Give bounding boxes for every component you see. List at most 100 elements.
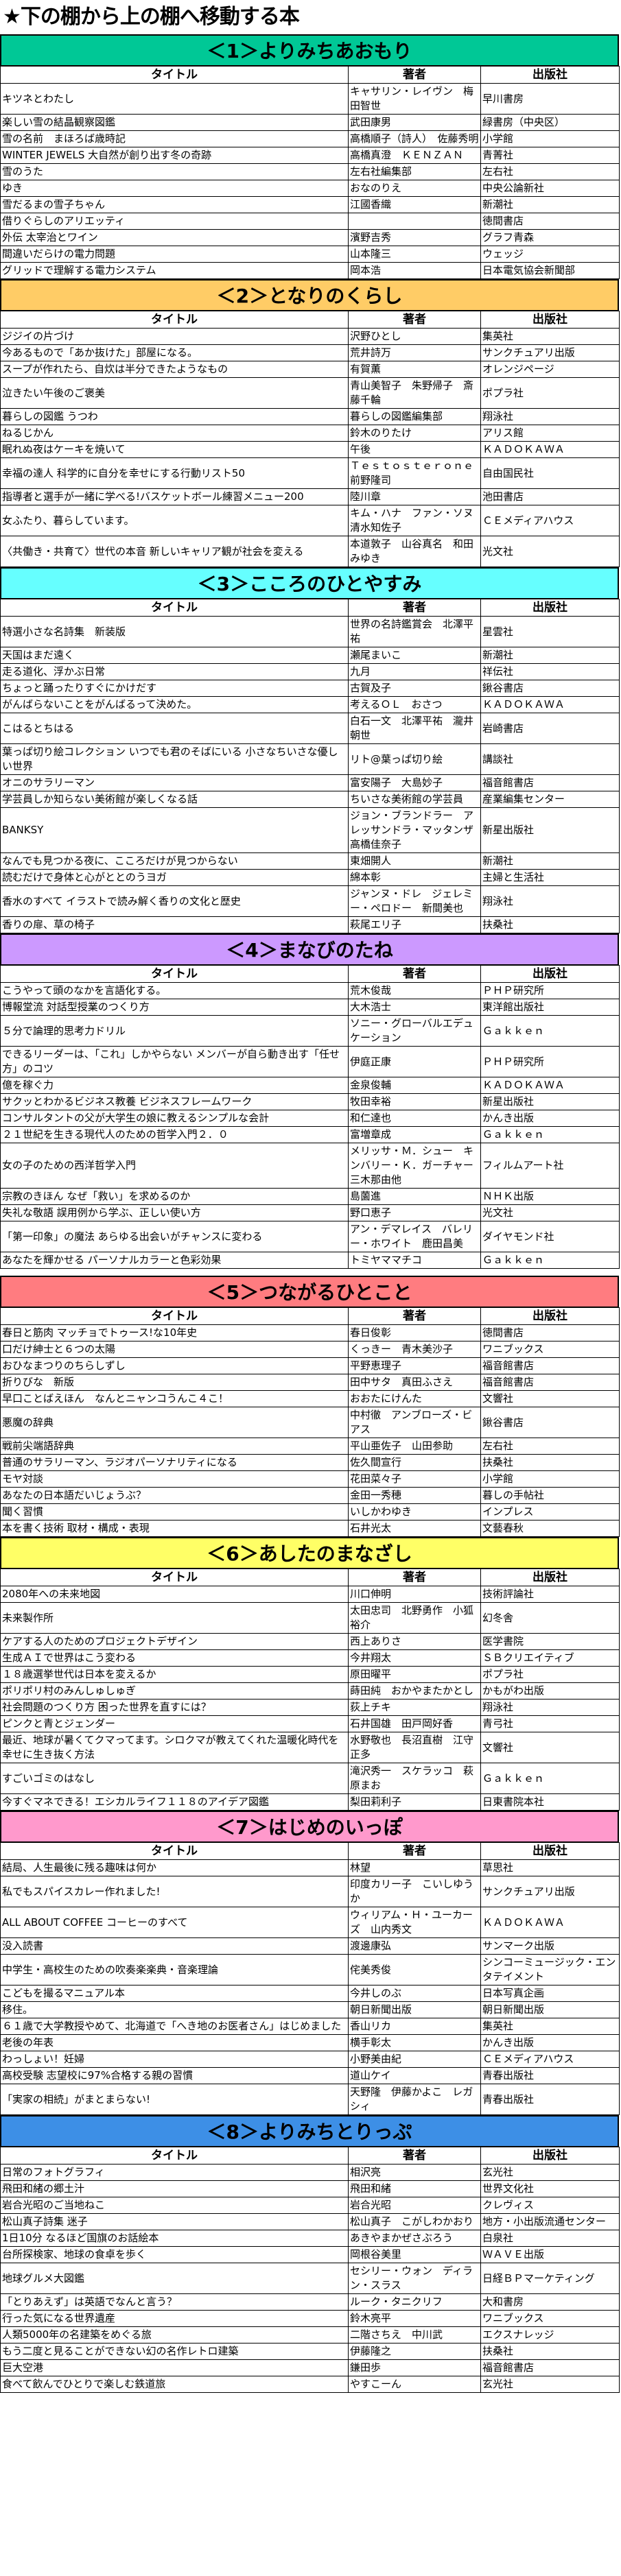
book-table: タイトル 著者 出版社 特選小さな名詩集 新装版 世界の名詩鑑賞会 北澤平祐 星雲社 天国は…: [0, 599, 620, 933]
book-publisher: サンクチュアリ出版: [480, 344, 620, 361]
book-author: 今井しのぶ: [348, 1985, 481, 2002]
shelf-section: ＜8＞よりみちとりっぷ タイトル 著者 出版社 日常のフォトグラフィ 相沢亮 玄光社 飛田和緒…: [0, 2115, 620, 2393]
book-publisher: 暮しの手帖社: [480, 1487, 620, 1504]
column-header-publisher: 出版社: [480, 1569, 620, 1586]
book-title: 香水のすべて イラストで読み解く香りの文化と歴史: [0, 885, 349, 917]
column-header-publisher: 出版社: [480, 311, 620, 329]
table-row: 暮らしの図鑑 うつわ 暮らしの図鑑編集部 翔泳社: [0, 408, 620, 425]
book-author: リト@葉っぱ切り絵: [348, 743, 481, 775]
table-row: 戦前尖端語辞典 平山亜佐子 山田参助 左右社: [0, 1438, 620, 1455]
book-author: 梨田莉利子: [348, 1793, 481, 1811]
book-title: できるリーダーは、「これ」しかやらない メンバーが自ら動き出す「任せ方」のコツ: [0, 1046, 349, 1077]
book-publisher: 徳間書店: [480, 1324, 620, 1341]
table-row: 外伝 太宰治とワイン 濱野吉秀 グラフ青森: [0, 229, 620, 246]
table-row: 移住。 朝日新聞出版 朝日新聞出版: [0, 2001, 620, 2018]
book-publisher: フィルムアート社: [480, 1143, 620, 1189]
table-row: おひなまつりのちらしずし 平野恵理子 福音館書店: [0, 1357, 620, 1374]
table-row: すごいゴミのはなし 滝沢秀一 スケラッコ 萩原まお Ｇａｋｋｅｎ: [0, 1763, 620, 1794]
book-title: 結局、人生最後に残る趣味は何か: [0, 1859, 349, 1876]
book-author: メリッサ・Ｍ．シュー キンバリー・Ｋ．ガーチャー 三木那由他: [348, 1143, 484, 1189]
book-author: 石井国雄 田戸岡好香: [348, 1715, 481, 1732]
book-author: 二階さちえ 中川武: [348, 2326, 481, 2344]
table-row: オニのサラリーマン 富安陽子 大島妙子 福音館書店: [0, 774, 620, 791]
table-row: あなたを輝かせる パーソナルカラーと色彩効果 トミヤママチコ Ｇａｋｋｅｎ: [0, 1252, 620, 1269]
book-publisher: 大和書房: [480, 2293, 620, 2311]
book-publisher: 世界文化社: [480, 2180, 620, 2197]
book-table: タイトル 著者 出版社 ジジイの片づけ 沢野ひとし 集英社 今あるもので「あか抜けた」部屋に…: [0, 311, 620, 567]
section-heading: ＜2＞となりのくらし: [0, 279, 619, 311]
book-title: 失礼な敬語 誤用例から学ぶ、正しい使い方: [0, 1204, 349, 1221]
book-title: ちょっと踊ったりすぐにかけだす: [0, 680, 349, 697]
book-title: あなたを輝かせる パーソナルカラーと色彩効果: [0, 1252, 349, 1269]
book-title: 雪のうた: [0, 163, 349, 180]
book-author: 世界の名詩鑑賞会 北澤平祐: [348, 616, 481, 647]
book-author: 沢野ひとし: [348, 328, 481, 345]
book-author: 鈴木のりたけ: [348, 425, 481, 442]
book-author: 島薗進: [348, 1188, 481, 1205]
book-publisher: 文響社: [480, 1732, 620, 1763]
table-row: 松山真子詩集 迷子 松山真子 こがしわかおり 地方・小出版流通センター: [0, 2213, 620, 2230]
book-author: 高橋真澄 ＫＥＮＺＡＮ: [348, 147, 481, 164]
book-title: 高校受験 志望校に97%合格する親の習慣: [0, 2067, 349, 2084]
table-row: 眠れぬ夜はケーキを焼いて 午後 ＫＡＤＯＫＡＷＡ: [0, 441, 620, 458]
book-title: 〈共働き・共育て〉世代の本音 新しいキャリア観が社会を変える: [0, 536, 349, 567]
book-publisher: 幻冬舎: [480, 1602, 620, 1634]
table-row: 天国はまだ遠く 瀬尾まいこ 新潮社: [0, 647, 620, 664]
table-row: 間違いだらけの電力問題 山本隆三 ウェッジ: [0, 246, 620, 263]
book-publisher: 玄光社: [480, 2376, 620, 2393]
book-publisher: 早川書房: [480, 83, 620, 115]
book-title: 人類5000年の名建築をめぐる旅: [0, 2326, 349, 2344]
book-title: 楽しい雪の結晶観察図鑑: [0, 114, 349, 131]
column-header-publisher: 出版社: [480, 599, 620, 617]
book-publisher: オレンジページ: [480, 361, 620, 378]
table-row: ５分で論理的思考力ドリル ソニー・グローバルエデュケーション Ｇａｋｋｅｎ: [0, 1015, 620, 1047]
book-title: ６１歳で大学教授やめて、北海道で「へき地のお医者さん」はじめました: [0, 2018, 349, 2035]
book-publisher: 岩崎書店: [480, 713, 620, 744]
book-title: 「とりあえず」は英語でなんと言う？: [0, 2293, 349, 2311]
book-publisher: 日経ＢＰマーケティング: [480, 2263, 620, 2294]
table-row: 香水のすべて イラストで読み解く香りの文化と歴史 ジャンヌ・ドレ ジェレミー・ペロ…: [0, 885, 620, 917]
book-publisher: 文藝春秋: [480, 1520, 620, 1537]
column-header-title: タイトル: [0, 2147, 349, 2164]
column-header-title: タイトル: [0, 1842, 349, 1860]
book-publisher: 文響社: [480, 1390, 620, 1407]
book-publisher: ワニブックス: [480, 1341, 620, 1358]
table-row: 普通のサラリーマン、ラジオパーソナリティになる 佐久間宣行 扶桑社: [0, 1454, 620, 1471]
book-title: 葉っぱ切り絵コレクション いつでも君のそばにいる 小さなちいさな優しい世界: [0, 743, 349, 775]
book-author: 相沢亮: [348, 2164, 481, 2181]
book-author: 侘美秀俊: [348, 1954, 481, 1985]
book-author: やすこーん: [348, 2376, 481, 2393]
table-row: 食べて飲んでひとりで楽しむ鉄道旅 やすこーん 玄光社: [0, 2376, 620, 2393]
table-row: 「第一印象」の魔法 あらゆる出会いがチャンスに変わる アン・デマレイス バレリー・…: [0, 1221, 620, 1252]
book-title: すごいゴミのはなし: [0, 1763, 349, 1794]
book-publisher: 翔泳社: [480, 408, 620, 425]
shelf-section: ＜3＞こころのひとやすみ タイトル 著者 出版社 特選小さな名詩集 新装版 世界の名詩鑑賞…: [0, 567, 620, 933]
column-header-row: タイトル 著者 出版社: [0, 1569, 620, 1586]
book-author: 午後: [348, 441, 481, 458]
book-title: 中学生・高校生のための吹奏楽楽典・音楽理論: [0, 1954, 349, 1985]
book-author: ルーク・タニクリフ: [348, 2293, 481, 2311]
table-row: 雪のうた 左右社編集部 左右社: [0, 163, 620, 180]
book-publisher: Ｇａｋｋｅｎ: [480, 1252, 620, 1269]
table-row: なんでも見つかる夜に、こころだけが見つからない 東畑開人 新潮社: [0, 852, 620, 870]
book-author: 佐久間宣行: [348, 1454, 481, 1471]
book-author: セシリー・ウォン ディラン・スラス: [348, 2263, 481, 2294]
book-publisher: 新潮社: [480, 196, 620, 213]
table-row: BANKSY ジョン・ブランドラー アレッサンドラ・マッタンザ 高橋佳奈子 新星出版…: [0, 807, 620, 853]
column-header-publisher: 出版社: [480, 1842, 620, 1860]
book-publisher: かんき出版: [480, 2034, 620, 2051]
book-title: ポリポリ村のみんしゅしゅぎ: [0, 1682, 349, 1700]
book-title: 社会問題のつくり方 困った世界を直すには？: [0, 1699, 349, 1716]
book-publisher: アリス館: [480, 425, 620, 442]
book-title: ５分で論理的思考力ドリル: [0, 1015, 349, 1047]
table-row: キツネとわたし キャサリン・レイヴン 梅田智世 早川書房: [0, 83, 620, 115]
book-author: 富安陽子 大島妙子: [348, 774, 481, 791]
book-publisher: 新潮社: [480, 647, 620, 664]
book-publisher: 集英社: [480, 2018, 620, 2035]
book-title: 松山真子詩集 迷子: [0, 2213, 349, 2230]
book-author: Ｔｅｓｔｏｓｔｅｒｏｎｅ 前野隆司: [348, 457, 484, 489]
table-row: 口だけ紳士と６つの太陽 くっきー 青木美沙子 ワニブックス: [0, 1341, 620, 1358]
column-header-title: タイトル: [0, 66, 349, 84]
table-row: 社会問題のつくり方 困った世界を直すには？ 荻上チキ 翔泳社: [0, 1699, 620, 1716]
book-publisher: 緑書房（中央区）: [480, 114, 620, 131]
